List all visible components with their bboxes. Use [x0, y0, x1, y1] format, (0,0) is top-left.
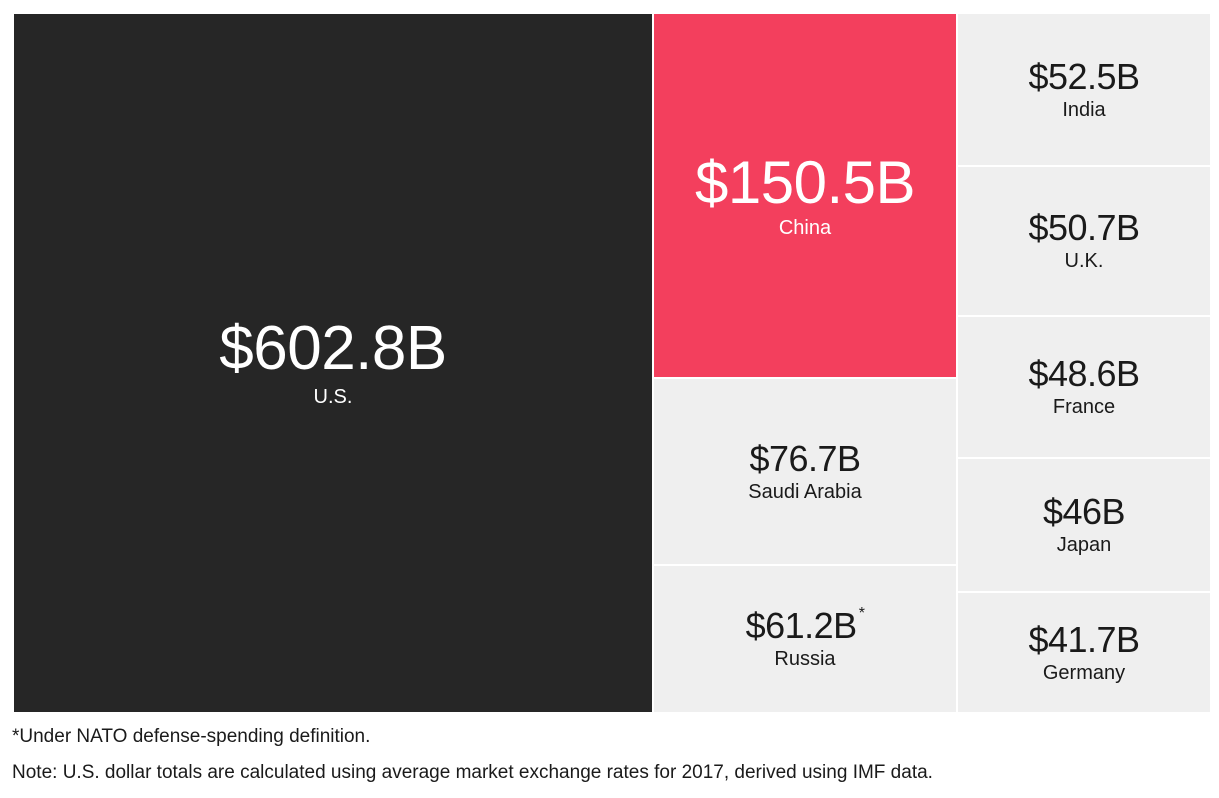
- tile-country-label: Germany: [1042, 661, 1126, 684]
- tile-value-text: $46B: [1042, 491, 1126, 532]
- tile-country-label: U.K.: [1064, 250, 1104, 272]
- tile-value-label: $52.5B: [1028, 55, 1140, 97]
- source-note-text: Note: U.S. dollar totals are calculated …: [12, 762, 933, 783]
- tile-country-label: India: [1062, 98, 1106, 121]
- tile-country-label: Saudi Arabia: [748, 480, 862, 503]
- tile-value-text: $48.6B: [1028, 353, 1140, 394]
- footnote-text: *Under NATO defense-spending definition.: [12, 726, 371, 747]
- treemap-chart: $602.8B U.S. $150.5B China $76.7B Saudi Arabi…: [14, 14, 1210, 712]
- tile-country-label: France: [1052, 396, 1116, 418]
- treemap-tile-u-s: $602.8B U.S.: [14, 14, 652, 712]
- tile-country-label: U.S.: [313, 386, 353, 408]
- tile-value-label: $41.7B: [1028, 618, 1140, 660]
- treemap-tile-u-k: $50.7B U.K.: [958, 167, 1210, 315]
- treemap-tile-india: $52.5B India: [958, 14, 1210, 165]
- treemap-tile-saudi-arabia: $76.7B Saudi Arabia: [654, 379, 956, 564]
- tile-value-text: $61.2B: [745, 605, 858, 646]
- treemap-tile-russia: $61.2B * Russia: [654, 566, 956, 712]
- tile-value-label: $50.7B: [1028, 207, 1140, 248]
- tile-value-label: $61.2B *: [745, 605, 865, 646]
- tile-value-label: $150.5B: [695, 152, 916, 213]
- footnote-marker: *: [858, 605, 865, 622]
- tile-value-text: $76.7B: [749, 437, 861, 479]
- tile-country-label: China: [778, 216, 832, 239]
- tile-value-text: $150.5B: [694, 148, 916, 216]
- tile-value-label: $602.8B: [219, 318, 447, 380]
- tile-country-label: Russia: [774, 648, 836, 670]
- tile-value-text: $50.7B: [1028, 207, 1140, 248]
- tile-value-text: $602.8B: [219, 314, 447, 383]
- tile-value-label: $46B: [1042, 491, 1126, 532]
- treemap-tile-china: $150.5B China: [654, 14, 956, 377]
- tile-value-label: $48.6B: [1028, 353, 1140, 394]
- treemap-tile-japan: $46B Japan: [958, 459, 1210, 591]
- tile-value-text: $41.7B: [1028, 618, 1140, 660]
- tile-value-text: $52.5B: [1028, 55, 1140, 97]
- treemap-tile-france: $48.6B France: [958, 317, 1210, 457]
- tile-country-label: Japan: [1056, 534, 1112, 556]
- treemap-tile-germany: $41.7B Germany: [958, 593, 1210, 712]
- tile-value-label: $76.7B: [749, 437, 861, 479]
